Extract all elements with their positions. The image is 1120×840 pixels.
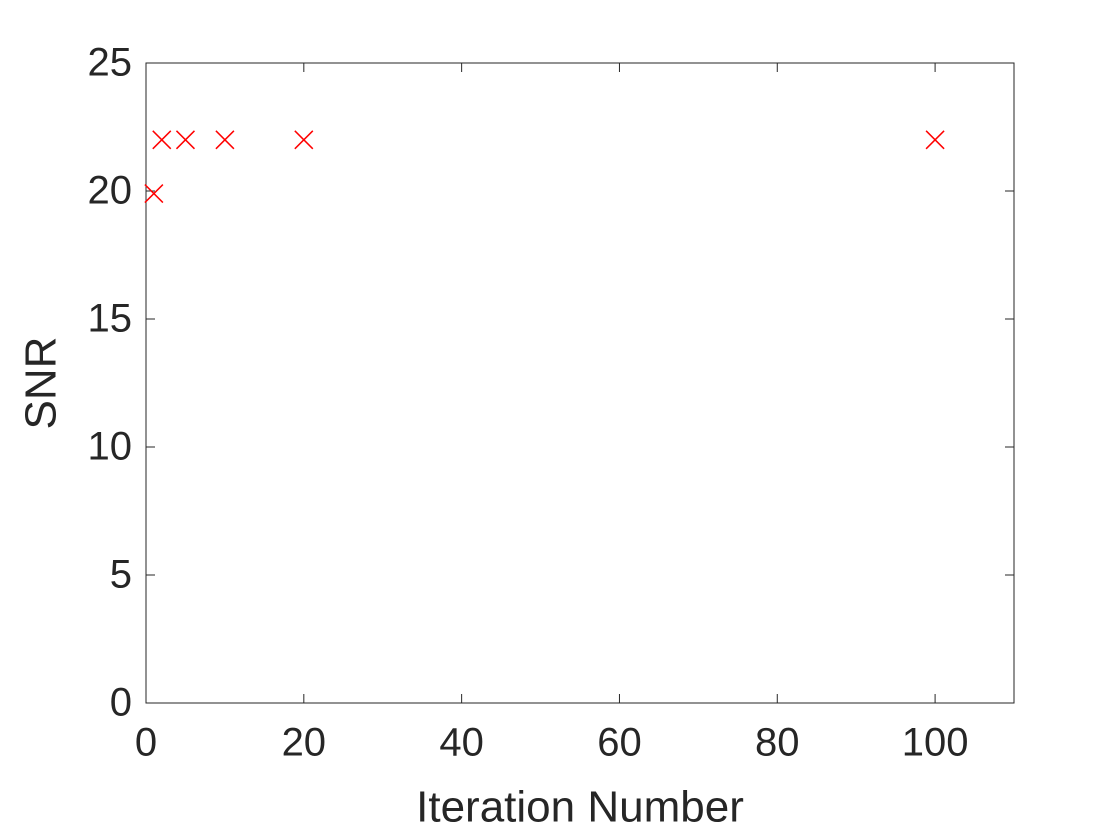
marker-stroke bbox=[144, 184, 164, 204]
y-axis-label: SNR bbox=[17, 337, 66, 430]
y-tick-label: 20 bbox=[88, 169, 133, 213]
y-tick-label: 25 bbox=[88, 41, 133, 85]
marker-stroke bbox=[175, 130, 195, 150]
x-tick-label: 40 bbox=[439, 721, 484, 765]
x-tick-label: 0 bbox=[135, 721, 157, 765]
marker-stroke bbox=[215, 130, 235, 150]
y-tick-label: 5 bbox=[110, 553, 132, 597]
x-tick-label: 80 bbox=[755, 721, 800, 765]
y-tick-label: 15 bbox=[88, 297, 133, 341]
x-tick-label: 60 bbox=[597, 721, 642, 765]
x-axis-label: Iteration Number bbox=[416, 783, 744, 832]
x-tick-label: 100 bbox=[902, 721, 969, 765]
marker-stroke bbox=[152, 130, 172, 150]
y-tick-label: 0 bbox=[110, 681, 132, 725]
marker bbox=[925, 130, 945, 150]
marker bbox=[144, 184, 164, 204]
marker bbox=[294, 130, 314, 150]
x-tick-label: 20 bbox=[282, 721, 327, 765]
marker-stroke bbox=[925, 130, 945, 150]
marker bbox=[215, 130, 235, 150]
marker bbox=[152, 130, 172, 150]
marker bbox=[175, 130, 195, 150]
plot-area bbox=[145, 62, 1015, 704]
y-tick-label: 10 bbox=[88, 425, 133, 469]
marker-stroke bbox=[294, 130, 314, 150]
